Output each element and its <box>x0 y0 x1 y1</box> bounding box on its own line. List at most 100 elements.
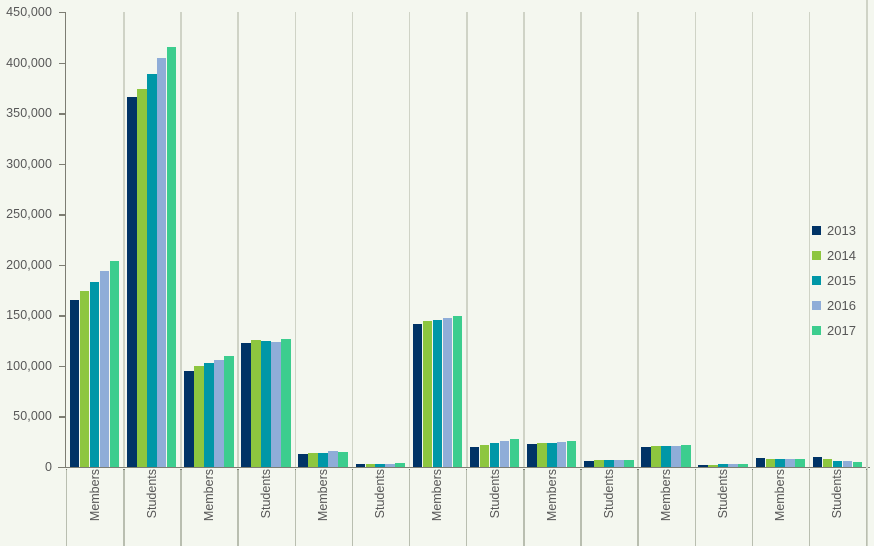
bar-group <box>66 12 123 467</box>
x-axis-tick-label: Students <box>716 469 731 519</box>
group-separator <box>580 12 582 467</box>
bar-2013-students-1 <box>126 96 137 467</box>
bar-2015-students-11 <box>718 464 728 467</box>
y-axis-tick-mark <box>59 315 66 317</box>
group-separator <box>694 12 697 467</box>
bar-group <box>123 12 180 467</box>
bar-2017-students-9 <box>623 460 634 467</box>
bar-2017-students-1 <box>166 47 177 467</box>
bar-2016-students-7 <box>499 441 510 467</box>
x-axis-cell-divider <box>466 470 468 546</box>
bar-2015-members-6 <box>432 320 443 467</box>
legend-swatch-icon <box>812 301 821 310</box>
y-axis-tick-mark <box>59 214 66 216</box>
bar-group <box>352 12 409 467</box>
y-axis-tick-label: 400,000 <box>6 55 52 70</box>
legend-item-2017[interactable]: 2017 <box>812 318 874 343</box>
bar-2013-students-7 <box>469 446 480 467</box>
bar-2013-members-2 <box>184 370 194 467</box>
group-separator <box>637 12 640 467</box>
legend: 2013 2014 2015 2016 2017 <box>812 218 874 343</box>
bar-2016-members-6 <box>442 318 453 467</box>
y-axis-tick-label: 0 <box>44 460 52 474</box>
bar-group <box>295 12 352 467</box>
y-axis-tick-mark <box>59 467 66 469</box>
bar-group <box>409 12 466 467</box>
x-axis-tick-label: Members <box>430 469 445 522</box>
bar-2013-students-9 <box>584 460 594 467</box>
bar-2014-students-3 <box>251 339 261 467</box>
bar-2014-students-9 <box>594 460 604 467</box>
legend-item-2014[interactable]: 2014 <box>812 243 874 268</box>
bar-group <box>752 12 809 467</box>
legend-item-2016[interactable]: 2016 <box>812 293 874 318</box>
bar-2016-members-2 <box>214 359 224 467</box>
bar-2016-students-13 <box>842 461 853 467</box>
group-separator <box>123 12 125 467</box>
bar-2014-students-11 <box>708 464 718 467</box>
x-axis-label-cell: Students <box>237 469 294 546</box>
bar-2015-members-4 <box>318 452 328 467</box>
x-axis-cell-divider <box>637 470 639 546</box>
group-separator <box>237 12 240 467</box>
bar-2014-members-6 <box>422 321 433 467</box>
legend-label: 2013 <box>827 223 856 238</box>
x-axis-label-cell: Students <box>123 469 180 546</box>
y-axis-tick-label: 350,000 <box>6 106 52 121</box>
x-axis-label-cell: Students <box>695 469 752 546</box>
bar-2015-students-5 <box>375 463 386 467</box>
x-axis-tick-label: Members <box>773 469 788 522</box>
bar-2016-students-3 <box>271 341 281 467</box>
bar-2013-students-3 <box>241 342 251 467</box>
x-axis-tick-label: Students <box>601 469 616 519</box>
bar-2017-students-7 <box>509 438 520 467</box>
y-axis-tick-mark <box>59 163 66 166</box>
x-axis-line <box>58 467 870 469</box>
bar-2016-members-8 <box>556 442 567 467</box>
legend-item-2013[interactable]: 2013 <box>812 218 874 243</box>
bar-2015-students-7 <box>489 442 500 467</box>
bar-group <box>580 12 637 467</box>
x-axis-label-cell: Members <box>180 469 237 546</box>
y-axis-tick-mark <box>59 113 66 115</box>
x-axis-tick-label: Members <box>316 469 331 522</box>
bar-2013-members-10 <box>641 446 651 467</box>
plot-area <box>66 12 866 467</box>
legend-label: 2017 <box>827 323 856 338</box>
bar-group <box>180 12 237 467</box>
bar-2014-students-1 <box>136 88 147 467</box>
legend-item-2015[interactable]: 2015 <box>812 268 874 293</box>
x-axis-label-cell: Members <box>409 469 466 546</box>
bar-2014-members-0 <box>79 291 90 467</box>
bar-2013-students-5 <box>355 464 366 467</box>
bar-2016-students-5 <box>385 463 396 467</box>
group-separator <box>466 12 468 467</box>
x-axis-label-cell: Members <box>66 469 123 546</box>
bar-2017-students-11 <box>738 463 748 467</box>
bar-2014-members-8 <box>536 443 547 467</box>
bar-2016-members-10 <box>671 445 681 467</box>
x-axis-cell-divider <box>180 470 182 546</box>
bar-2013-members-0 <box>69 300 80 467</box>
y-axis-tick-mark <box>59 12 66 14</box>
bar-2015-members-10 <box>661 445 671 467</box>
x-axis-label-cell: Students <box>809 469 866 546</box>
x-axis-tick-label: Students <box>487 469 502 519</box>
bar-2017-students-13 <box>852 461 863 467</box>
bar-2013-members-8 <box>526 443 537 467</box>
x-axis-tick-label: Members <box>544 469 559 522</box>
bar-2017-members-10 <box>681 445 691 467</box>
y-axis-tick-label: 150,000 <box>6 308 52 323</box>
bar-2016-students-9 <box>614 460 624 467</box>
group-separator <box>180 12 182 467</box>
x-axis-cell-divider <box>237 470 239 546</box>
group-separator <box>351 12 354 467</box>
legend-label: 2015 <box>827 273 856 288</box>
x-axis-tick-label: Students <box>830 469 845 519</box>
bar-2014-students-7 <box>479 444 490 467</box>
bar-2016-members-4 <box>328 450 338 467</box>
y-axis-tick-mark <box>59 264 66 267</box>
bar-2015-students-3 <box>261 340 271 467</box>
bar-2013-members-6 <box>412 324 423 467</box>
